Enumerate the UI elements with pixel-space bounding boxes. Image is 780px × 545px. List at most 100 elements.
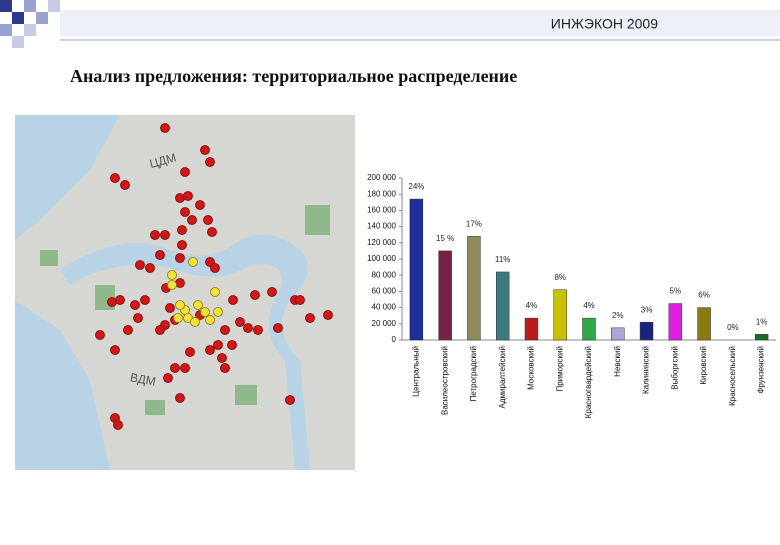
map-point [155, 325, 165, 335]
map-point [175, 278, 185, 288]
map-point [160, 123, 170, 133]
x-tick-label: Фрунзенский [757, 346, 766, 394]
header-org: ИНЖЭКОН 2009 [551, 16, 658, 32]
map-point [203, 215, 213, 225]
x-tick-label: Адмиралтейский [498, 346, 507, 408]
y-tick-label: 80 000 [372, 270, 397, 279]
map-point [163, 373, 173, 383]
map-point [180, 167, 190, 177]
bar [611, 327, 625, 341]
map-point [175, 300, 185, 310]
map-point [185, 347, 195, 357]
share-label: 6% [698, 291, 710, 300]
map-point [205, 345, 215, 355]
map-point [160, 230, 170, 240]
map-point [243, 323, 253, 333]
map-point [145, 263, 155, 273]
map-point [217, 353, 227, 363]
map-point [167, 270, 177, 280]
map-point [207, 227, 217, 237]
map-point [228, 295, 238, 305]
bar [582, 317, 596, 341]
map-point [180, 207, 190, 217]
map-point [95, 330, 105, 340]
y-tick-label: 0 [392, 335, 397, 344]
x-tick-label: Московский [527, 346, 536, 390]
share-label: 5% [670, 287, 682, 296]
map-point [323, 310, 333, 320]
map-point [220, 325, 230, 335]
map-point [130, 300, 140, 310]
bar [467, 236, 481, 341]
bar [438, 250, 452, 341]
map-point [177, 240, 187, 250]
map-point [235, 317, 245, 327]
y-tick-label: 40 000 [372, 303, 397, 312]
map-label: ВДМ [129, 370, 157, 388]
map-point [210, 263, 220, 273]
x-tick-label: Василеостровский [440, 346, 449, 415]
share-label: 1% [756, 317, 768, 326]
map-point [295, 295, 305, 305]
map-point [220, 363, 230, 373]
map: ЦДМ ВДМ [15, 115, 355, 470]
share-label: 4% [526, 301, 538, 310]
map-point [253, 325, 263, 335]
y-tick-label: 140 000 [367, 222, 396, 231]
map-point [173, 313, 183, 323]
map-point [183, 191, 193, 201]
map-point [150, 230, 160, 240]
map-point [155, 250, 165, 260]
map-point [187, 215, 197, 225]
map-point [175, 253, 185, 263]
y-tick-label: 180 000 [367, 189, 396, 198]
bar [553, 289, 567, 341]
header-decoration [0, 0, 780, 48]
map-point [193, 300, 203, 310]
map-label: ЦДМ [148, 150, 178, 171]
y-tick-label: 200 000 [367, 173, 396, 182]
x-tick-label: Красногвардейский [584, 346, 593, 418]
share-label: 8% [554, 273, 566, 282]
slide-title: Анализ предложения: территориальное расп… [70, 66, 517, 86]
map-point [180, 363, 190, 373]
map-point [167, 280, 177, 290]
bar [524, 317, 539, 341]
y-tick-label: 60 000 [372, 287, 397, 296]
bar [495, 271, 510, 341]
map-point [267, 287, 277, 297]
y-tick-label: 100 000 [367, 254, 396, 263]
map-point [113, 420, 123, 430]
x-tick-label: Красносельский [728, 346, 737, 406]
map-point [200, 307, 210, 317]
map-point [305, 313, 315, 323]
bar [697, 307, 711, 341]
map-point [213, 307, 223, 317]
map-point [250, 290, 260, 300]
y-tick-label: 120 000 [367, 238, 396, 247]
map-point [285, 395, 295, 405]
map-point [177, 225, 187, 235]
map-point [188, 257, 198, 267]
y-tick-label: 160 000 [367, 206, 396, 215]
share-label: 0% [727, 323, 739, 332]
map-point [200, 145, 210, 155]
share-label: 11% [495, 255, 510, 264]
share-label: 24% [408, 182, 424, 191]
map-point [170, 363, 180, 373]
share-label: 2% [612, 311, 624, 320]
x-tick-label: Кировский [699, 346, 708, 385]
x-tick-label: Калининский [642, 346, 651, 394]
bar-chart: 0 20 000 40 000 60 000 80 000 100 000 120 000 1… [367, 173, 776, 418]
map-point [205, 157, 215, 167]
map-point [120, 180, 130, 190]
map-point [110, 173, 120, 183]
map-point [110, 345, 120, 355]
map-point [175, 393, 185, 403]
map-point [227, 340, 237, 350]
map-point [195, 200, 205, 210]
share-label: 4% [583, 301, 595, 310]
x-tick-label: Приморский [555, 346, 564, 392]
map-point [123, 325, 133, 335]
map-point [165, 303, 175, 313]
